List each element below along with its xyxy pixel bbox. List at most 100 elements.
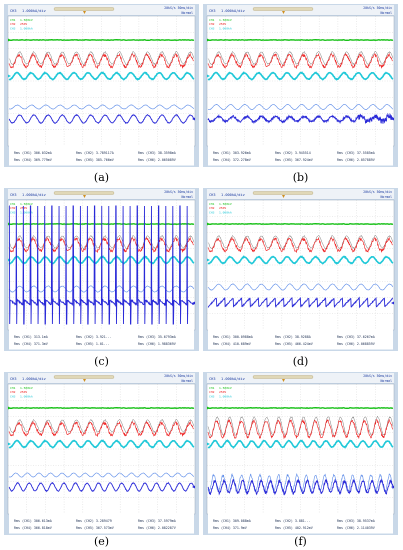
ch4-level-marker-icon	[192, 117, 195, 121]
measurement-value: Rms (CH6) 2.114039V	[337, 526, 375, 530]
graticule-grid	[207, 384, 394, 514]
measurement-value: Rms (CH1) 306.032mA	[14, 151, 52, 155]
header-channel-label: CH3	[209, 377, 216, 381]
measurement-value: Rms (CH6) 2.082287V	[138, 526, 176, 530]
measurement-value: Rms (CH4) 372.278mV	[213, 158, 251, 162]
trigger-marker-icon	[282, 379, 285, 382]
graticule-grid	[8, 384, 195, 514]
channel-legend-label: CH1	[209, 386, 215, 390]
measurement-value: Rms (CH2) 3.921...	[76, 335, 112, 339]
channel-legend-value: 1.000kA	[219, 26, 232, 30]
channel-legend-label: CH3	[10, 210, 16, 214]
ch3-level-marker-icon	[8, 74, 11, 78]
trace-blue	[207, 112, 394, 125]
measurement-value: Rms (CH3) 38.3598mA	[138, 151, 176, 155]
channel-legend-label: CH3	[209, 26, 215, 30]
header-channel-label: CH3	[10, 193, 17, 197]
channel-legend-value: 250V	[219, 22, 226, 26]
panel-caption-a: (a)	[93, 171, 110, 184]
channel-legend-value: 1.000kA	[219, 210, 232, 214]
channel-legend-value: 1.500kV	[219, 202, 232, 206]
channel-legend-value: 1.500kV	[219, 386, 232, 390]
time-position-slider	[53, 375, 115, 379]
oscilloscope-panel-a: CH3 1.000kA/div 20kS/s 50ms/div Normal CH1 1.…	[4, 4, 199, 167]
channel-legend-value: 1.500kV	[20, 18, 33, 22]
measurement-value: Rms (CH5) 466.424mV	[275, 342, 313, 346]
measurement-value: Rms (CH1) 303.926mA	[213, 151, 251, 155]
channel-legend-label: CH1	[209, 18, 215, 22]
channel-legend-label: CH2	[209, 206, 215, 210]
channel-legend-label: CH2	[10, 390, 16, 394]
ch4-level-marker-icon	[391, 301, 394, 305]
channel-legend-value: 250V	[219, 206, 226, 210]
time-position-slider	[53, 191, 115, 195]
channel-legend-label: CH2	[10, 206, 16, 210]
header-sample-rate: 20kS/s 50ms/div	[164, 190, 193, 194]
graticule-grid	[207, 16, 394, 146]
channel-legend-label: CH1	[10, 202, 16, 206]
header-mode: Normal	[181, 379, 193, 383]
measurement-value: Rms (CH3) 38.9537mA	[337, 519, 375, 523]
measurement-readouts: Rms (CH1) 306.613mA Rms (CH2) 3.289479 Rms…	[9, 513, 194, 534]
header-scale-label: 1.000kA/div	[22, 377, 46, 381]
channel-legend-label: CH1	[10, 18, 16, 22]
trace-green	[207, 38, 394, 42]
ch4-level-marker-icon	[391, 485, 394, 489]
trigger-marker-icon	[83, 195, 86, 198]
ch1-level-marker-icon	[8, 38, 11, 42]
channel-legend-label: CH3	[209, 394, 215, 398]
ch3-level-marker-icon	[207, 258, 210, 262]
channel-legend-value: 1.000kA	[20, 210, 33, 214]
trigger-marker-icon	[282, 195, 285, 198]
header-sample-rate: 20kS/s 50ms/div	[363, 374, 392, 378]
measurement-value: Rms (CH4) 366.818mV	[14, 526, 52, 530]
trace-green	[207, 406, 394, 410]
measurement-value: Rms (CH4) 410.689mV	[213, 342, 251, 346]
header-scale-label: 1.000kA/div	[221, 377, 245, 381]
trace-blue-secondary	[8, 104, 194, 110]
trace-cyan	[207, 255, 394, 265]
header-mode: Normal	[181, 11, 193, 15]
trace-green	[207, 222, 394, 226]
time-position-slider	[252, 375, 314, 379]
header-mode: Normal	[181, 195, 193, 199]
measurement-value: Rms (CH2) 3.789117A	[76, 151, 114, 155]
trace-cyan	[8, 71, 195, 81]
channel-legend-label: CH1	[10, 386, 16, 390]
trigger-marker-icon	[83, 11, 86, 14]
channel-legend-label: CH2	[209, 390, 215, 394]
measurement-value: Rms (CH4) 369.779mV	[14, 158, 52, 162]
channel-legend-label: CH3	[209, 210, 215, 214]
trace-blue	[8, 205, 195, 325]
header-mode: Normal	[380, 11, 392, 15]
channel-legend-value: 1.500kV	[219, 18, 232, 22]
measurement-value: Rms (CH6) 2.057889V	[337, 158, 375, 162]
header-sample-rate: 20kS/s 50ms/div	[164, 374, 193, 378]
ch1-level-marker-icon	[207, 38, 210, 42]
measurement-value: Rms (CH1) 313.1mA	[14, 335, 48, 339]
trace-blue	[207, 296, 394, 309]
measurement-value: Rms (CH2) 3.945514	[275, 151, 311, 155]
header-scale-label: 1.000kA/div	[221, 193, 245, 197]
ch4-level-marker-icon	[391, 117, 394, 121]
measurement-readouts: Rms (CH1) 300.0988mA Rms (CH2) 38.9288A Rm…	[208, 329, 393, 350]
channel-legend-label: CH2	[10, 22, 16, 26]
header-channel-label: CH3	[209, 9, 216, 13]
measurement-value: Rms (CH5) 385.766mV	[76, 158, 114, 162]
channel-legend-value: 250V	[20, 22, 27, 26]
time-position-slider	[252, 191, 314, 195]
trace-red	[207, 236, 393, 253]
channel-legend-label: CH3	[10, 394, 16, 398]
ch3-level-marker-icon	[207, 74, 210, 78]
panel-caption-d: (d)	[292, 355, 309, 368]
measurement-value: Rms (CH2) 3.881...	[275, 519, 311, 523]
readout-area	[9, 329, 194, 350]
channel-legend-value: 1.000kA	[219, 394, 232, 398]
measurement-readouts: Rms (CH1) 303.926mA Rms (CH2) 3.945514 Rms…	[208, 145, 393, 166]
measurement-value: Rms (CH1) 306.613mA	[14, 519, 52, 523]
time-position-slider	[53, 7, 115, 11]
